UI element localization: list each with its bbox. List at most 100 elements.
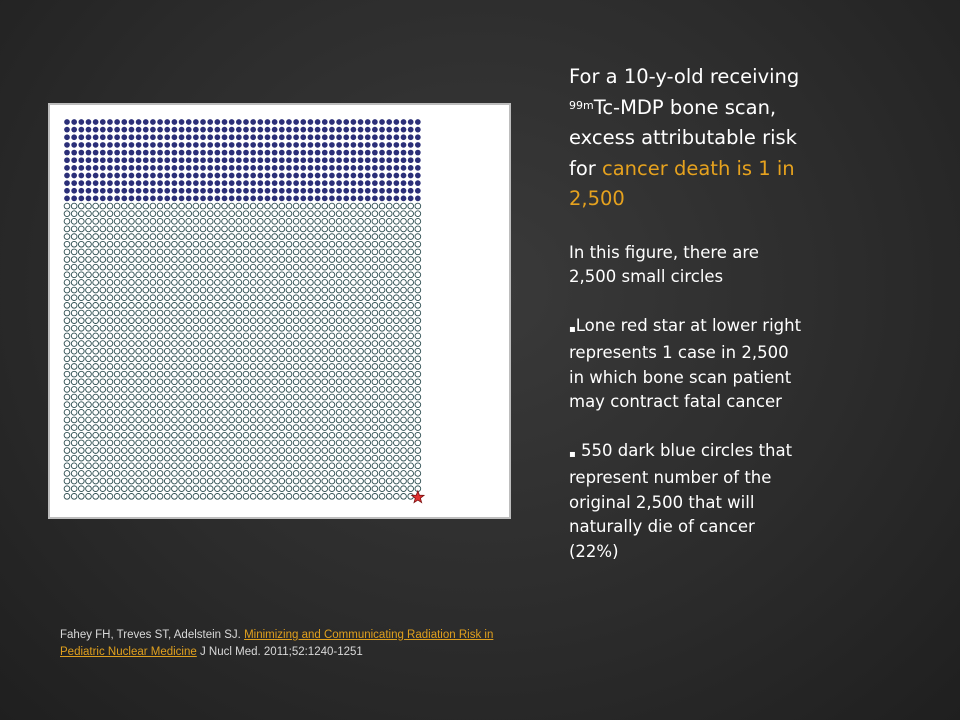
small-circle — [63, 233, 71, 240]
dark-blue-circle — [286, 180, 292, 186]
small-circle — [378, 363, 386, 370]
small-circle — [278, 271, 286, 279]
small-circle — [393, 202, 400, 210]
small-circle — [149, 431, 157, 439]
small-circle — [142, 340, 150, 347]
small-circle — [156, 248, 164, 256]
small-circle — [371, 454, 379, 462]
small-circle — [378, 263, 386, 271]
small-circle — [314, 378, 321, 386]
small-circle — [342, 370, 350, 378]
small-circle — [228, 202, 235, 210]
dark-blue-circle — [250, 119, 257, 125]
small-circle — [63, 256, 71, 263]
small-circle — [235, 378, 243, 386]
small-circle — [407, 240, 414, 248]
small-circle — [257, 347, 264, 355]
small-circle — [135, 218, 142, 225]
small-circle — [199, 302, 207, 309]
small-circle — [335, 248, 343, 256]
small-circle — [335, 202, 343, 210]
dark-blue-circle — [185, 142, 192, 148]
small-circle — [264, 462, 271, 470]
small-circle — [249, 271, 257, 279]
small-circle — [214, 248, 221, 256]
dark-blue-circle — [78, 180, 85, 186]
small-circle — [78, 218, 85, 225]
small-circle — [314, 210, 321, 217]
small-circle — [206, 202, 214, 210]
small-circle — [163, 210, 171, 217]
dark-blue-circle — [207, 180, 214, 186]
small-circle — [407, 378, 414, 386]
small-circle — [120, 210, 128, 217]
small-circle — [257, 317, 264, 324]
small-circle — [92, 225, 99, 233]
dark-blue-circle — [307, 164, 314, 171]
dark-blue-circle — [307, 119, 314, 125]
small-circle — [364, 324, 372, 332]
small-circle — [192, 202, 200, 210]
small-circle — [342, 378, 350, 386]
dark-blue-circle — [178, 119, 185, 125]
small-circle — [328, 263, 336, 271]
dark-blue-circle — [286, 172, 292, 179]
small-circle — [78, 462, 85, 470]
small-circle — [271, 477, 278, 485]
small-circle — [106, 355, 114, 363]
small-circle — [400, 470, 407, 477]
small-circle — [321, 347, 329, 355]
small-circle — [242, 248, 250, 256]
dark-blue-circle — [336, 180, 342, 186]
small-circle — [199, 202, 207, 210]
small-circle — [249, 302, 257, 309]
headline-line-1: For a 10-y-old receiving — [569, 65, 800, 88]
small-circle — [135, 309, 142, 317]
dark-blue-circle — [164, 126, 171, 133]
small-circle — [185, 439, 193, 447]
dark-blue-circle — [128, 149, 135, 156]
dark-blue-circle — [393, 157, 400, 164]
small-circle — [321, 447, 329, 454]
small-circle — [199, 424, 207, 431]
dark-blue-circle — [114, 195, 120, 202]
small-circle — [214, 447, 221, 454]
small-circle — [113, 386, 121, 393]
small-circle — [106, 386, 114, 393]
small-circle — [99, 386, 107, 393]
small-circle — [257, 302, 264, 309]
small-circle — [321, 225, 329, 233]
dark-blue-circle — [214, 126, 221, 133]
small-circle — [264, 363, 271, 370]
small-circle — [378, 431, 386, 439]
small-circle — [106, 302, 114, 309]
small-circle — [400, 462, 407, 470]
dark-blue-circle — [357, 164, 364, 171]
small-circle — [85, 447, 92, 454]
dark-blue-circle — [235, 164, 242, 171]
small-circle — [414, 347, 422, 355]
small-circle — [214, 454, 221, 462]
small-circle — [242, 386, 250, 393]
small-circle — [178, 493, 185, 500]
small-circle — [371, 302, 379, 309]
small-circle — [264, 263, 271, 271]
small-circle — [257, 225, 264, 233]
small-circle — [314, 493, 321, 500]
small-circle — [335, 340, 343, 347]
small-circle — [192, 470, 200, 477]
small-circle — [350, 309, 357, 317]
small-circle — [120, 286, 128, 294]
dark-blue-circle — [350, 126, 357, 133]
small-circle — [321, 477, 329, 485]
text-panel: For a 10-y-old receiving 99mTc-MDP bone … — [569, 62, 869, 564]
small-circle — [106, 248, 114, 256]
small-circle — [249, 317, 257, 324]
small-circle — [171, 401, 178, 408]
dark-blue-circle — [135, 180, 142, 186]
citation-link[interactable]: Minimizing and Communicating Radiation R… — [60, 629, 494, 658]
small-circle — [292, 424, 300, 431]
small-circle — [364, 370, 372, 378]
dark-blue-circle — [214, 119, 221, 125]
small-circle — [278, 233, 286, 240]
